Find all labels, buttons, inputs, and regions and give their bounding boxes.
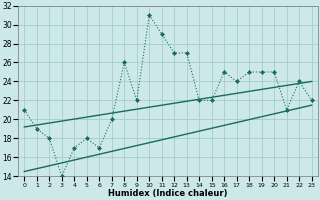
X-axis label: Humidex (Indice chaleur): Humidex (Indice chaleur) bbox=[108, 189, 228, 198]
